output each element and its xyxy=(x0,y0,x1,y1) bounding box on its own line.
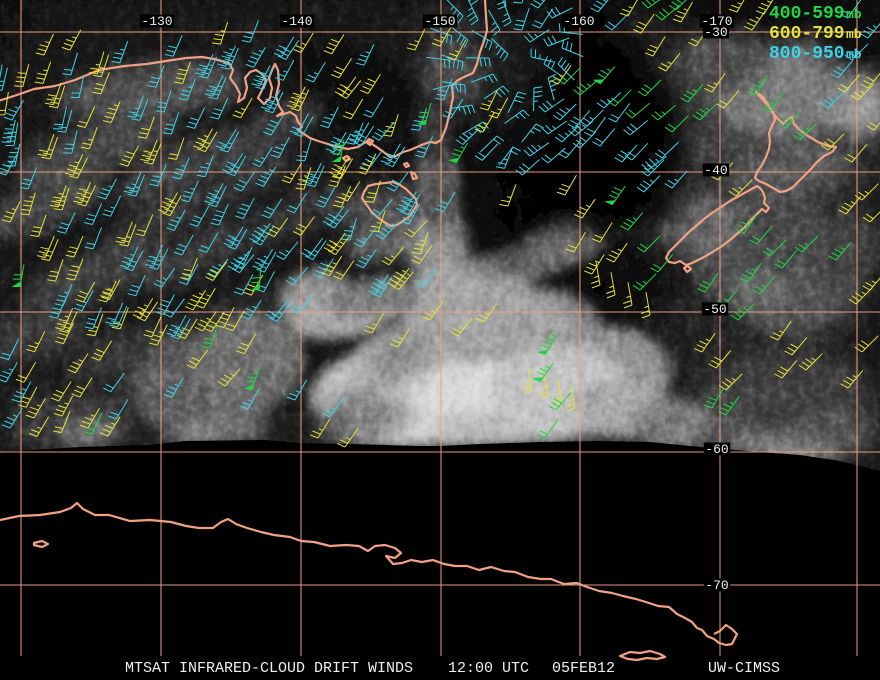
svg-text:mb: mb xyxy=(846,47,862,62)
svg-text:12:00 UTC: 12:00 UTC xyxy=(448,660,529,677)
svg-text:-70: -70 xyxy=(705,578,728,593)
svg-text:mb: mb xyxy=(846,7,862,22)
svg-text:600-799: 600-799 xyxy=(769,24,845,44)
svg-text:-160: -160 xyxy=(563,14,594,29)
svg-text:-150: -150 xyxy=(424,14,455,29)
svg-text:-170: -170 xyxy=(701,14,732,29)
svg-text:-130: -130 xyxy=(141,14,172,29)
svg-text:mb: mb xyxy=(846,27,862,42)
svg-text:800-950: 800-950 xyxy=(769,44,845,64)
svg-text:400-599: 400-599 xyxy=(769,4,845,24)
svg-text:-50: -50 xyxy=(703,302,726,317)
svg-text:-60: -60 xyxy=(705,442,728,457)
svg-text:05FEB12: 05FEB12 xyxy=(552,660,615,677)
svg-text:-40: -40 xyxy=(704,163,727,178)
svg-text:UW-CIMSS: UW-CIMSS xyxy=(708,660,780,677)
svg-text:-140: -140 xyxy=(281,14,312,29)
svg-text:-30: -30 xyxy=(704,25,727,40)
svg-text:MTSAT INFRARED-CLOUD DRIFT WIN: MTSAT INFRARED-CLOUD DRIFT WINDS xyxy=(125,660,413,677)
